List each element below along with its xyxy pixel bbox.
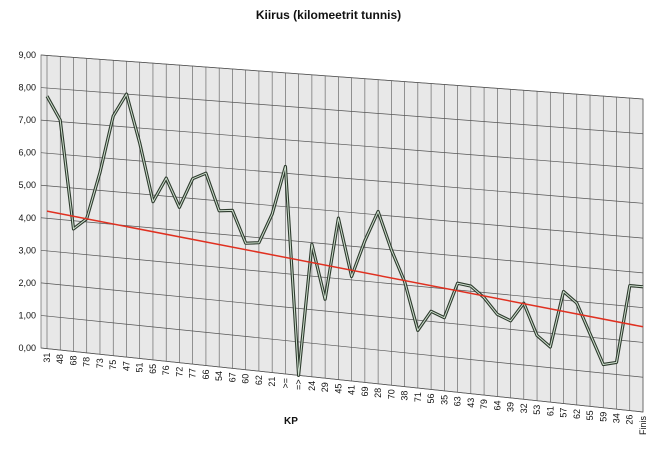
h-gridline bbox=[40, 152, 644, 204]
h-gridline bbox=[40, 347, 644, 413]
x-tick-label: 41 bbox=[347, 385, 357, 395]
h-gridline bbox=[40, 54, 644, 100]
y-tick-label: 0,00 bbox=[18, 343, 36, 353]
x-tick-label: 77 bbox=[188, 368, 198, 378]
h-gridline bbox=[40, 249, 644, 309]
speed-line-highlight bbox=[46, 93, 644, 376]
x-tick-label: 31 bbox=[42, 353, 52, 363]
x-tick-label: 64 bbox=[492, 401, 502, 411]
x-tick-label: 70 bbox=[386, 389, 396, 399]
x-tick-label: 71 bbox=[413, 392, 423, 402]
h-gridline bbox=[40, 315, 644, 378]
h-gridline bbox=[40, 217, 644, 274]
x-tick-label: 53 bbox=[532, 405, 542, 415]
x-tick-label: 32 bbox=[519, 403, 529, 413]
x-tick-label: 29 bbox=[320, 382, 330, 392]
y-tick-label: 3,00 bbox=[18, 245, 36, 255]
y-tick-label: 1,00 bbox=[18, 310, 36, 320]
x-tick-label: 73 bbox=[95, 358, 105, 368]
x-tick-label: 78 bbox=[82, 357, 92, 367]
y-tick-label: 9,00 bbox=[18, 50, 36, 60]
x-tick-label: 79 bbox=[479, 399, 489, 409]
trend-line bbox=[46, 210, 644, 328]
x-tick-label: >= bbox=[280, 378, 290, 389]
x-tick-label: 43 bbox=[466, 398, 476, 408]
y-tick-label: 4,00 bbox=[18, 213, 36, 223]
x-tick-label: 67 bbox=[227, 372, 237, 382]
y-tick-label: 6,00 bbox=[18, 148, 36, 158]
x-tick-label: 66 bbox=[201, 370, 211, 380]
h-gridline bbox=[40, 119, 644, 169]
h-gridline bbox=[40, 282, 644, 343]
y-tick-label: 8,00 bbox=[18, 83, 36, 93]
x-tick-label: 24 bbox=[307, 381, 317, 391]
x-tick-label: => bbox=[294, 379, 304, 390]
x-tick-label: 69 bbox=[360, 386, 370, 396]
x-tick-label: 60 bbox=[241, 374, 251, 384]
x-tick-label: 57 bbox=[559, 408, 569, 418]
chart-title: Kiirus (kilomeetrit tunnis) bbox=[255, 8, 402, 22]
x-tick-label: 65 bbox=[148, 364, 158, 374]
x-tick-label: 75 bbox=[108, 360, 118, 370]
y-tick-label: 2,00 bbox=[18, 278, 36, 288]
x-tick-label: 45 bbox=[333, 384, 343, 394]
x-tick-label: 54 bbox=[214, 371, 224, 381]
x-tick-label: 38 bbox=[400, 391, 410, 401]
x-tick-label: 61 bbox=[545, 406, 555, 416]
x-tick-label: 72 bbox=[174, 367, 184, 377]
x-tick-label: 47 bbox=[121, 361, 131, 371]
x-tick-label: 26 bbox=[625, 415, 635, 425]
x-tick-label: 56 bbox=[426, 393, 436, 403]
x-tick-label: Finis bbox=[638, 416, 648, 436]
x-tick-label: 55 bbox=[585, 410, 595, 420]
x-tick-label: 68 bbox=[68, 355, 78, 365]
x-tick-label: 35 bbox=[439, 395, 449, 405]
h-gridline bbox=[40, 87, 644, 135]
x-tick-label: 63 bbox=[453, 396, 463, 406]
x-tick-label: 62 bbox=[254, 375, 264, 385]
x-tick-label: 62 bbox=[572, 409, 582, 419]
x-tick-label: 21 bbox=[267, 377, 277, 387]
x-tick-label: 28 bbox=[373, 388, 383, 398]
h-gridline bbox=[40, 184, 644, 239]
x-tick-label: 34 bbox=[612, 413, 622, 423]
x-axis-title: KP bbox=[284, 416, 298, 427]
y-tick-label: 7,00 bbox=[18, 115, 36, 125]
x-tick-label: 48 bbox=[55, 354, 65, 364]
x-tick-label: 59 bbox=[598, 412, 608, 422]
y-tick-label: 5,00 bbox=[18, 180, 36, 190]
x-tick-label: 76 bbox=[161, 365, 171, 375]
x-tick-label: 39 bbox=[506, 402, 516, 412]
x-tick-label: 51 bbox=[135, 362, 145, 372]
